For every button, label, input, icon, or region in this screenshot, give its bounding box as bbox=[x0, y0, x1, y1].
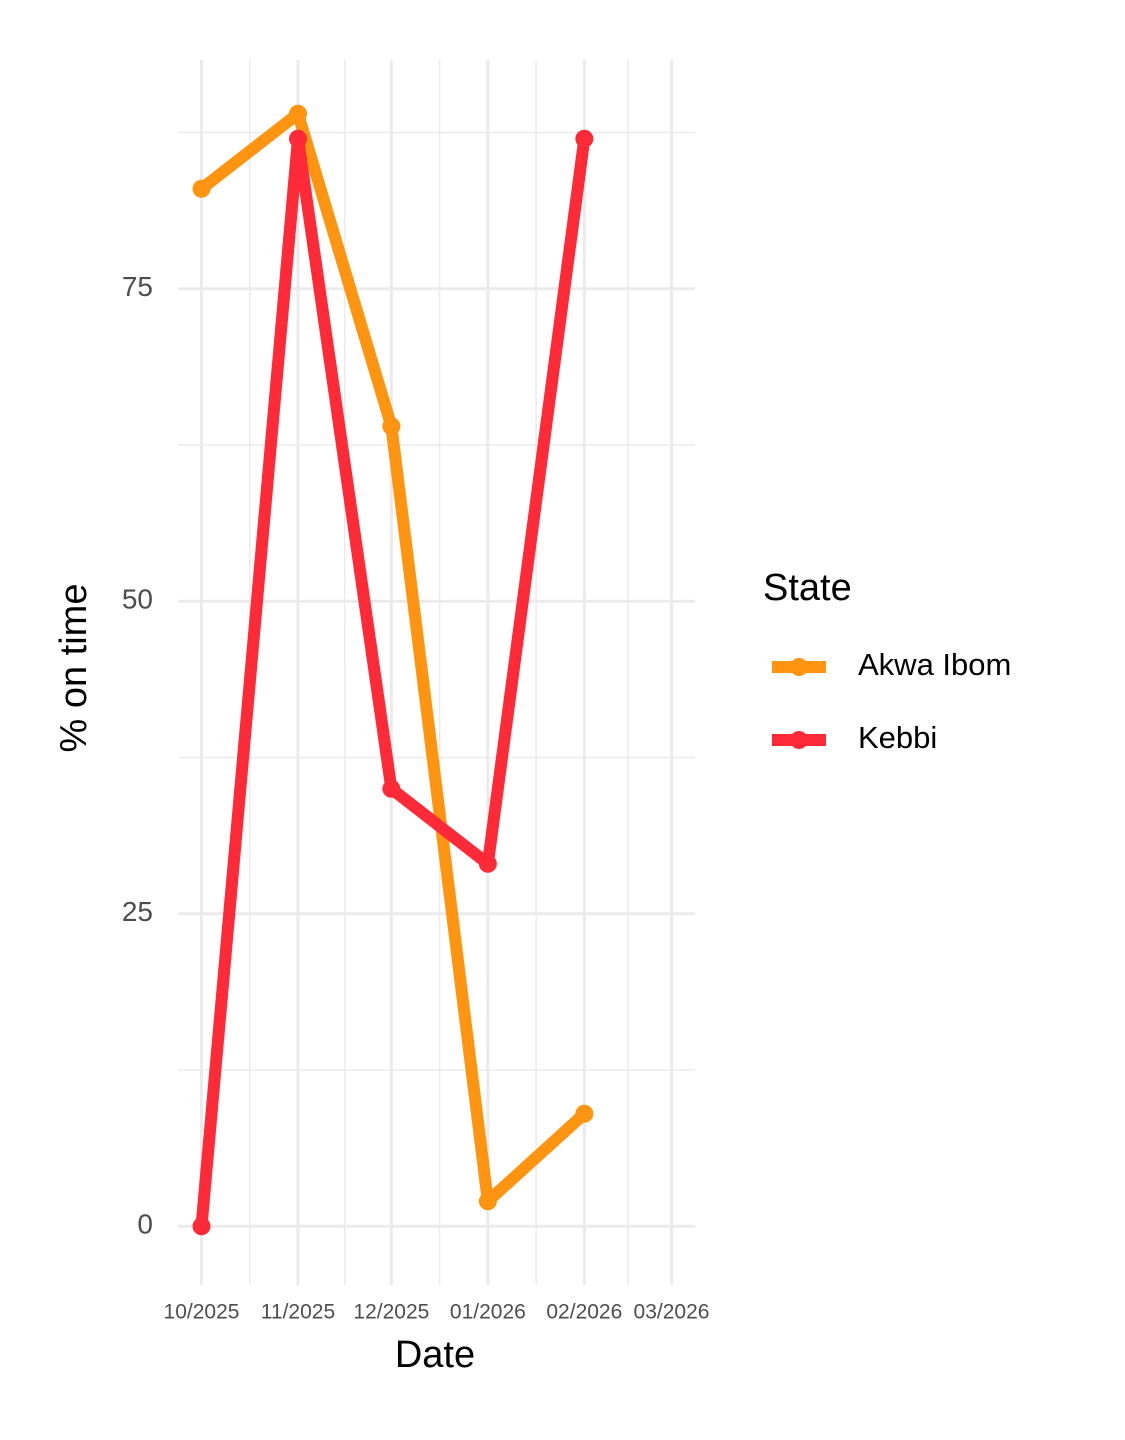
x-tick-label: 12/2025 bbox=[353, 1301, 429, 1324]
data-point bbox=[478, 854, 497, 873]
y-tick-label: 75 bbox=[122, 271, 153, 302]
y-tick-label: 25 bbox=[122, 896, 153, 927]
data-point bbox=[288, 129, 307, 148]
data-point bbox=[575, 129, 594, 148]
y-axis-title: % on time bbox=[53, 584, 95, 753]
x-axis-title: Date bbox=[395, 1334, 475, 1376]
data-point bbox=[382, 779, 401, 798]
y-tick-label: 50 bbox=[122, 584, 153, 615]
series-line bbox=[195, 132, 591, 1227]
data-point bbox=[382, 417, 401, 436]
y-tick-label: 0 bbox=[137, 1209, 153, 1240]
data-point bbox=[288, 104, 307, 123]
data-point bbox=[192, 179, 211, 198]
legend-key-point bbox=[790, 731, 808, 749]
legend-label: Kebbi bbox=[858, 720, 937, 755]
data-point bbox=[192, 1217, 211, 1236]
x-tick-label: 11/2025 bbox=[261, 1301, 335, 1324]
x-tick-label: 03/2026 bbox=[634, 1301, 710, 1324]
data-point bbox=[478, 1192, 497, 1211]
legend-key-point bbox=[790, 658, 808, 676]
x-tick-label: 10/2025 bbox=[164, 1301, 240, 1324]
legend-title: State bbox=[763, 567, 852, 609]
series-line bbox=[197, 107, 589, 1208]
x-tick-label: 01/2026 bbox=[450, 1301, 526, 1324]
data-point bbox=[575, 1104, 594, 1123]
x-tick-label: 02/2026 bbox=[546, 1301, 622, 1324]
legend-label: Akwa Ibom bbox=[858, 647, 1011, 682]
